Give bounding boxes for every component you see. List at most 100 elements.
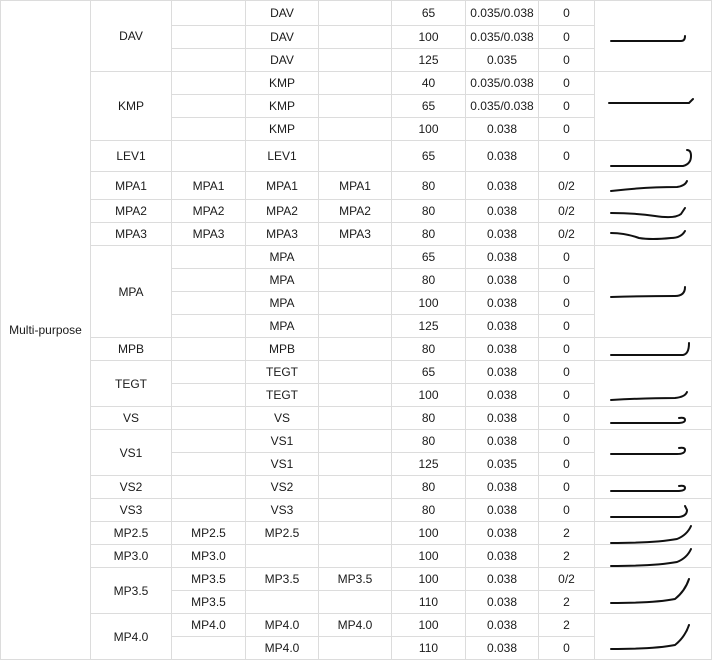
code-c-cell <box>319 292 392 315</box>
side-holes-cell: 0/2 <box>539 200 595 223</box>
diameter-cell: 0.038 <box>466 637 539 660</box>
catheter-tip-path <box>610 179 688 192</box>
catheter-tip-path <box>610 148 693 167</box>
diameter-cell: 0.038 <box>466 269 539 292</box>
diameter-cell: 0.038 <box>466 384 539 407</box>
length-cell: 80 <box>392 430 466 453</box>
code-c-cell <box>319 591 392 614</box>
side-holes-cell: 0/2 <box>539 172 595 200</box>
code-c-cell <box>319 499 392 522</box>
catheter-shape-image <box>595 223 712 246</box>
diameter-cell: 0.038 <box>466 499 539 522</box>
diameter-cell: 0.038 <box>466 172 539 200</box>
catheter-shape-image <box>595 361 712 407</box>
code-b-cell <box>246 591 319 614</box>
code-b-cell: MPA1 <box>246 172 319 200</box>
code-b-cell: MPA3 <box>246 223 319 246</box>
catheter-shape-image <box>595 568 712 614</box>
diameter-cell: 0.038 <box>466 591 539 614</box>
catheter-tip-path <box>610 504 689 518</box>
catheter-tip-shape <box>610 206 686 218</box>
length-cell: 80 <box>392 200 466 223</box>
catheter-tip-shape <box>610 341 690 356</box>
code-b-cell: MP3.5 <box>246 568 319 591</box>
diameter-cell: 0.038 <box>466 200 539 223</box>
diameter-cell: 0.038 <box>466 361 539 384</box>
length-cell: 65 <box>392 0 466 26</box>
catheter-tip-shape <box>610 35 686 42</box>
catheter-tip-shape <box>610 577 690 604</box>
length-cell: 80 <box>392 338 466 361</box>
group-name-cell: MPA <box>91 246 172 338</box>
code-a-cell <box>172 49 246 72</box>
code-b-cell: MP4.0 <box>246 614 319 637</box>
group-name-cell: VS <box>91 407 172 430</box>
catheter-shape-image <box>595 338 712 361</box>
code-b-cell: DAV <box>246 49 319 72</box>
side-holes-cell: 0 <box>539 637 595 660</box>
catheter-shape-image <box>595 407 712 430</box>
diameter-cell: 0.038 <box>466 315 539 338</box>
catheter-tip-path <box>610 341 690 356</box>
side-holes-cell: 0 <box>539 141 595 172</box>
code-a-cell <box>172 361 246 384</box>
code-c-cell <box>319 269 392 292</box>
length-cell: 65 <box>392 95 466 118</box>
catheter-tip-path <box>610 390 688 401</box>
group-name-cell: MPA3 <box>91 223 172 246</box>
code-c-cell <box>319 315 392 338</box>
code-b-cell: KMP <box>246 118 319 141</box>
catheter-tip-path <box>610 229 686 240</box>
side-holes-cell: 0 <box>539 499 595 522</box>
code-a-cell: MPA2 <box>172 200 246 223</box>
diameter-cell: 0.038 <box>466 141 539 172</box>
diameter-cell: 0.038 <box>466 522 539 545</box>
length-cell: 80 <box>392 172 466 200</box>
catheter-shape-image <box>595 246 712 338</box>
code-c-cell: MPA2 <box>319 200 392 223</box>
length-cell: 100 <box>392 26 466 49</box>
group-name-cell: VS3 <box>91 499 172 522</box>
diameter-cell: 0.038 <box>466 407 539 430</box>
diameter-cell: 0.035/0.038 <box>466 72 539 95</box>
code-b-cell: MPA <box>246 269 319 292</box>
code-b-cell: MPA2 <box>246 200 319 223</box>
diameter-cell: 0.035/0.038 <box>466 95 539 118</box>
code-b-cell: LEV1 <box>246 141 319 172</box>
diameter-cell: 0.035 <box>466 453 539 476</box>
length-cell: 65 <box>392 246 466 269</box>
catheter-tip-path <box>610 484 687 492</box>
code-b-cell: VS1 <box>246 430 319 453</box>
code-a-cell <box>172 72 246 95</box>
group-name-cell: VS2 <box>91 476 172 499</box>
code-a-cell <box>172 384 246 407</box>
side-holes-cell: 0 <box>539 95 595 118</box>
code-c-cell <box>319 430 392 453</box>
code-b-cell: VS1 <box>246 453 319 476</box>
catheter-tip-shape <box>610 229 686 240</box>
code-a-cell <box>172 292 246 315</box>
side-holes-cell: 0 <box>539 269 595 292</box>
code-a-cell <box>172 0 246 26</box>
length-cell: 80 <box>392 476 466 499</box>
group-name-cell: KMP <box>91 72 172 141</box>
code-a-cell: MP3.5 <box>172 591 246 614</box>
diameter-cell: 0.035/0.038 <box>466 26 539 49</box>
code-c-cell <box>319 476 392 499</box>
group-name-cell: MPB <box>91 338 172 361</box>
catheter-shape-image <box>595 522 712 545</box>
side-holes-cell: 0 <box>539 246 595 269</box>
code-c-cell <box>319 545 392 568</box>
catheter-tip-shape <box>610 446 687 455</box>
code-a-cell <box>172 118 246 141</box>
side-holes-cell: 0 <box>539 0 595 26</box>
length-cell: 100 <box>392 292 466 315</box>
code-b-cell: VS2 <box>246 476 319 499</box>
diameter-cell: 0.035 <box>466 49 539 72</box>
side-holes-cell: 2 <box>539 545 595 568</box>
catheter-tip-shape <box>608 97 694 104</box>
catheter-shape-image <box>595 72 712 141</box>
catheter-tip-path <box>610 206 686 218</box>
length-cell: 110 <box>392 637 466 660</box>
